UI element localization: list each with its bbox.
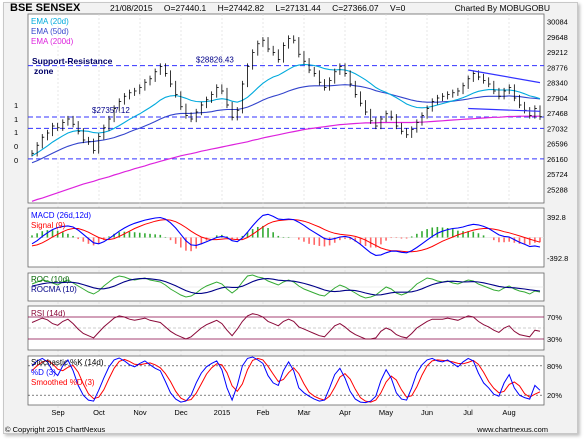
legend-rsi: RSI (14d) [31, 309, 66, 318]
legend-ema20: EMA (20d) [31, 17, 69, 26]
stat-open: O=27440.1 [163, 3, 207, 13]
chart-title: BSE SENSEX [10, 2, 81, 14]
x-axis-month-label: May [379, 408, 393, 417]
stat-close: C=27366.07 [332, 3, 379, 13]
price-tick-label: 25288 [547, 185, 568, 194]
price-tick-label: 30084 [547, 18, 568, 27]
price-tick-label: 26596 [547, 140, 568, 149]
price-tick-label: 29648 [547, 33, 568, 42]
legend-ema50: EMA (50d) [31, 27, 69, 36]
x-axis-month-label: Jul [463, 408, 473, 417]
stat-high: H=27442.82 [217, 3, 265, 13]
level-mid-label: $27357.12 [92, 106, 130, 115]
level-high-label: $28826.43 [196, 56, 234, 65]
price-tick-label: 27468 [547, 109, 568, 118]
left-axis-label: 1 [14, 101, 18, 110]
legend-rocma: ROCMA (10) [31, 285, 77, 294]
left-axis-label: 1 [14, 128, 18, 137]
x-axis-month-label: Sep [51, 408, 64, 417]
rocma-line [31, 277, 541, 296]
macd-tick-label: 392.8 [547, 213, 566, 222]
left-axis-label: 1 [14, 115, 18, 124]
ema50-line [31, 84, 541, 164]
price-tick-label: 28340 [547, 79, 568, 88]
rsi-tick-label: 70% [547, 313, 562, 322]
stochastic-panel [27, 355, 545, 406]
footer-copyright: © Copyright 2015 ChartNexus [5, 425, 106, 434]
price-tick-label: 27904 [547, 94, 568, 103]
ema200-line [31, 115, 540, 202]
x-axis-month-label: Dec [174, 408, 188, 417]
macd-tick-label: -392.8 [547, 254, 568, 263]
x-axis-month-label: Oct [93, 408, 106, 417]
legend-stoch-smoothed: Smoothed %D (3) [31, 378, 95, 387]
x-axis-month-label: 2015 [214, 408, 231, 417]
stat-volume: V=0 [390, 3, 406, 13]
x-axis-month-label: Jun [421, 408, 433, 417]
x-axis-month-label: Nov [133, 408, 147, 417]
rsi-tick-label: 30% [547, 335, 562, 344]
support-resistance-label: Support-Resistance [32, 56, 113, 66]
legend-stoch-k: Stochastic %K (14d) [31, 358, 104, 367]
macd-line [31, 213, 541, 256]
support-trendline [468, 107, 541, 112]
stoch-d-line [31, 357, 541, 403]
price-tick-label: 29212 [547, 48, 568, 57]
x-axis-month-label: Aug [502, 408, 515, 417]
left-axis-label: 0 [14, 156, 18, 165]
x-axis-month-label: Mar [298, 408, 311, 417]
rsi-line [31, 313, 541, 340]
legend-macd: MACD (26d,12d) [31, 211, 91, 220]
chart-credit: Charted By MOBUGOBU [454, 3, 550, 13]
legend-ema200: EMA (200d) [31, 37, 74, 46]
stoch-tick-label: 80% [547, 362, 562, 371]
legend-roc: ROC (10d) [31, 275, 70, 284]
left-axis-label: 0 [14, 142, 18, 151]
zone-label: zone [34, 66, 54, 76]
x-axis-month-label: Apr [339, 408, 351, 417]
stat-date: 21/08/2015 [110, 3, 153, 13]
stoch-k-line [31, 356, 541, 404]
stat-low: L=27131.44 [275, 3, 321, 13]
stoch-tick-label: 20% [547, 391, 562, 400]
x-axis-month-label: Feb [257, 408, 270, 417]
price-tick-label: 27032 [547, 124, 568, 133]
footer-website: www.chartnexus.com [477, 425, 548, 434]
price-tick-label: 26160 [547, 155, 568, 164]
price-tick-label: 25724 [547, 170, 568, 179]
ema20-line [31, 63, 541, 157]
ohlc-stats: 21/08/2015 O=27440.1 H=27442.82 L=27131.… [110, 3, 414, 13]
legend-stoch-d: %D (3) [31, 368, 56, 377]
resistance-trendline [468, 69, 541, 84]
legend-signal: Signal (9) [31, 221, 66, 230]
price-tick-label: 28776 [547, 63, 568, 72]
